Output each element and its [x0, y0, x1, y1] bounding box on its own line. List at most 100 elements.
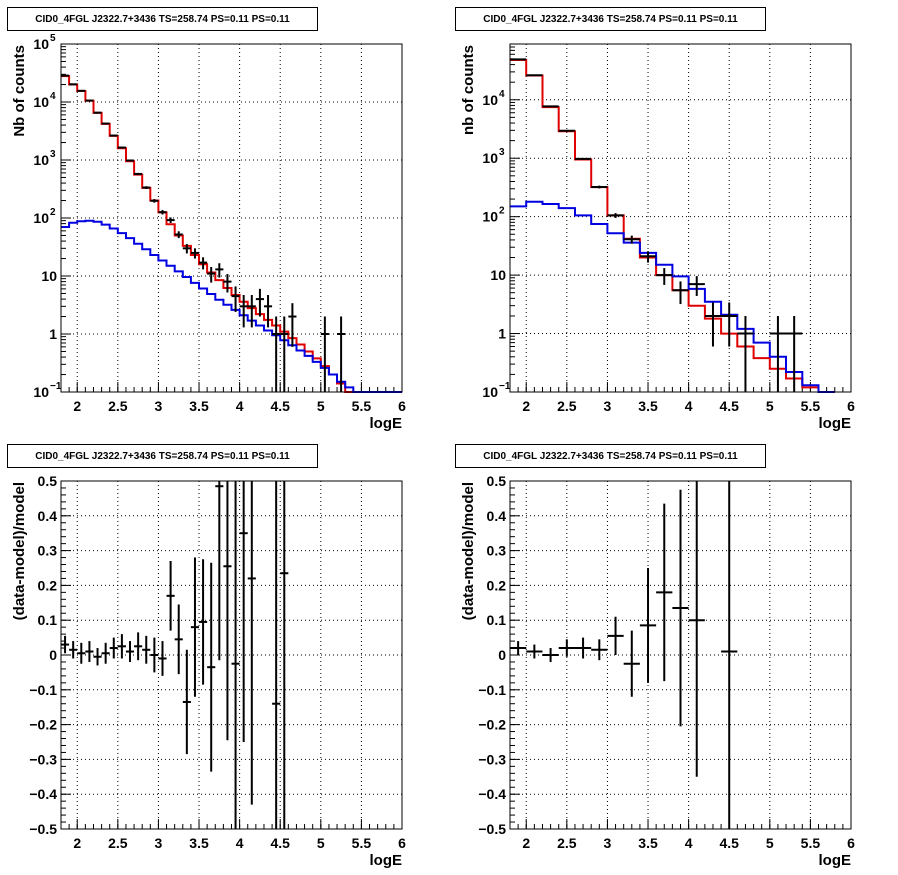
data-point — [280, 316, 289, 392]
y-tick-label: 10 — [33, 94, 49, 110]
x-tick-label: 4.5 — [270, 398, 290, 414]
x-tick-label: 5 — [766, 398, 774, 414]
residual-point — [101, 642, 110, 664]
y-tick-label: 0 — [49, 647, 57, 663]
data-point — [255, 288, 264, 317]
y-tick-label: 0 — [498, 647, 506, 663]
y-tick-label: 0.5 — [38, 473, 58, 489]
residual-point — [656, 503, 673, 682]
data-point — [263, 295, 273, 328]
y-tick-label: 10 — [33, 210, 49, 226]
y-axis-label: (data-model)/model — [460, 482, 477, 620]
x-tick-label: 5.5 — [801, 398, 821, 414]
x-tick-label: 6 — [398, 398, 406, 414]
residual-point — [109, 637, 118, 659]
x-tick-label: 5 — [766, 835, 774, 851]
residual-point — [125, 641, 135, 662]
total-model-histogram — [510, 59, 835, 393]
residual-point — [639, 568, 657, 683]
y-tick-label: 10 — [482, 384, 498, 400]
y-tick-label: 0.1 — [38, 612, 58, 628]
source-model-histogram — [510, 200, 835, 393]
residual-point — [558, 639, 575, 657]
data-point — [769, 315, 787, 392]
residual-point — [190, 557, 200, 697]
y-tick-label: 10 — [482, 150, 498, 166]
x-tick-label: 5.5 — [801, 835, 821, 851]
residual-point — [85, 641, 94, 662]
data-point — [672, 281, 689, 305]
data-point — [182, 244, 191, 254]
x-axis-label: logE — [819, 415, 852, 432]
residual-point — [247, 481, 256, 805]
residual-point — [215, 481, 224, 661]
y-tick-label: −0.5 — [478, 821, 506, 837]
y-tick-label: 0.4 — [487, 508, 507, 524]
x-tick-label: 3 — [604, 398, 612, 414]
y-tick-label: −0.1 — [29, 682, 57, 698]
y-axis-label: (data-model)/model — [11, 482, 28, 620]
x-tick-label: 5 — [317, 398, 325, 414]
y-tick-exponent: 3 — [499, 147, 505, 158]
title-box-top-left: CID0_4FGL J2322.7+3436 TS=258.74 PS=0.11… — [7, 7, 318, 31]
plot-frame — [509, 480, 852, 830]
x-tick-label: 3 — [155, 398, 163, 414]
y-tick-label: −0.5 — [29, 821, 57, 837]
source-model-histogram — [61, 219, 402, 393]
x-tick-label: 5.5 — [352, 835, 372, 851]
residual-point — [166, 561, 175, 631]
residual-point — [591, 639, 608, 661]
y-tick-exponent: −1 — [499, 381, 511, 392]
data-point — [542, 105, 559, 108]
residual-point — [688, 481, 705, 777]
y-tick-label: 10 — [33, 36, 49, 52]
y-tick-label: −0.1 — [478, 682, 506, 698]
plot-frame — [60, 480, 403, 830]
x-tick-label: 4 — [685, 398, 693, 414]
data-point — [134, 172, 143, 176]
y-tick-label: −0.4 — [478, 786, 506, 802]
x-tick-label: 2.5 — [108, 398, 128, 414]
y-axis-label: Nb of counts — [11, 45, 28, 137]
data-point — [158, 210, 167, 215]
residual-point — [142, 635, 151, 664]
data-point — [786, 315, 803, 392]
data-point — [247, 295, 256, 328]
residual-point — [510, 641, 527, 655]
y-tick-label: 1 — [49, 326, 57, 342]
y-tick-label: −0.2 — [29, 717, 57, 733]
residual-point — [199, 559, 208, 685]
data-point — [288, 303, 297, 347]
y-tick-label: 1 — [498, 326, 506, 342]
x-tick-label: 2.5 — [557, 835, 577, 851]
data-point — [231, 286, 240, 312]
data-point — [117, 146, 126, 149]
data-point — [591, 185, 608, 189]
y-tick-label: −0.4 — [29, 786, 57, 802]
x-tick-label: 3 — [604, 835, 612, 851]
data-point — [639, 251, 657, 263]
data-point — [101, 122, 110, 125]
x-tick-label: 6 — [847, 835, 855, 851]
x-axis-label: logE — [819, 852, 852, 869]
residual-point — [77, 642, 86, 664]
y-tick-label: 0.3 — [487, 543, 507, 559]
x-tick-label: 2 — [522, 835, 530, 851]
residual-point — [574, 637, 592, 659]
x-axis-label: logE — [370, 852, 403, 869]
title-box-top-right: CID0_4FGL J2322.7+3436 TS=258.74 PS=0.11… — [455, 7, 766, 31]
data-point — [199, 257, 208, 270]
residual-point — [672, 489, 689, 727]
y-tick-label: −0.2 — [478, 717, 506, 733]
total-model-histogram — [61, 75, 402, 393]
y-tick-label: 0.4 — [38, 508, 58, 524]
y-tick-exponent: 2 — [50, 207, 56, 218]
x-tick-label: 3.5 — [638, 835, 658, 851]
y-tick-label: −0.3 — [29, 751, 57, 767]
x-tick-label: 3.5 — [189, 398, 209, 414]
data-point — [93, 111, 102, 114]
x-tick-label: 6 — [847, 398, 855, 414]
residual-point — [182, 649, 191, 755]
residual-point — [61, 635, 70, 654]
